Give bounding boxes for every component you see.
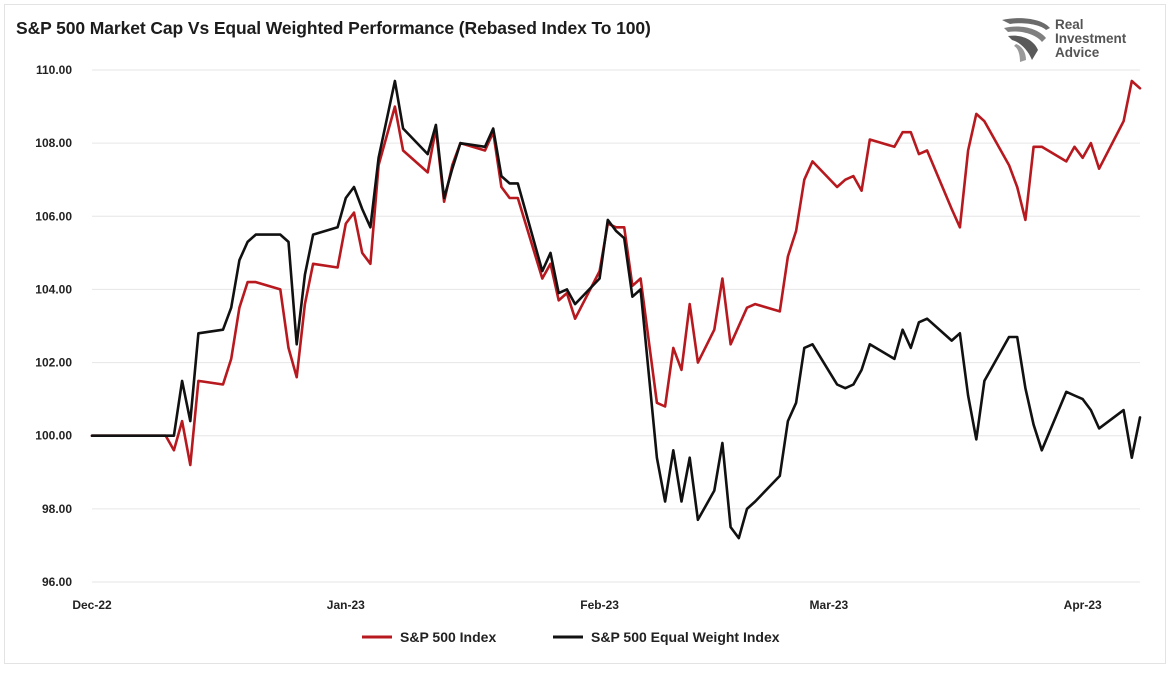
legend: S&P 500 Index S&P 500 Equal Weight Index	[362, 629, 780, 645]
y-tick-label: 110.00	[36, 63, 72, 77]
y-tick-label: 98.00	[42, 502, 72, 516]
y-tick-label: 108.00	[35, 136, 72, 150]
chart-title: S&P 500 Market Cap Vs Equal Weighted Per…	[16, 18, 651, 38]
x-tick-label: Jan-23	[327, 598, 365, 612]
y-tick-label: 96.00	[42, 575, 72, 589]
y-tick-label: 106.00	[35, 209, 72, 223]
x-axis-ticks: Dec-22 Jan-23 Feb-23 Mar-23 Apr-23	[72, 598, 1102, 612]
legend-label: S&P 500 Equal Weight Index	[591, 629, 780, 645]
y-tick-label: 104.00	[35, 282, 72, 296]
x-tick-label: Dec-22	[72, 598, 112, 612]
brand-logo	[1002, 18, 1050, 62]
gridlines	[92, 69, 1140, 583]
x-tick-label: Apr-23	[1064, 598, 1102, 612]
series-lines	[90, 79, 1142, 540]
legend-label: S&P 500 Index	[400, 629, 496, 645]
x-tick-label: Mar-23	[810, 598, 849, 612]
y-tick-label: 102.00	[35, 356, 72, 370]
brand-logo-wordmark: Real Investment Advice	[1055, 17, 1127, 60]
y-tick-label: 100.00	[35, 429, 72, 443]
series-line-equal-weight	[90, 79, 1142, 540]
y-axis-ticks: 96.00 98.00 100.00 102.00 104.00 106.00 108.00…	[35, 63, 72, 589]
x-tick-label: Feb-23	[580, 598, 619, 612]
lion-head-icon	[1002, 18, 1050, 62]
series-line-sp500	[90, 79, 1142, 467]
